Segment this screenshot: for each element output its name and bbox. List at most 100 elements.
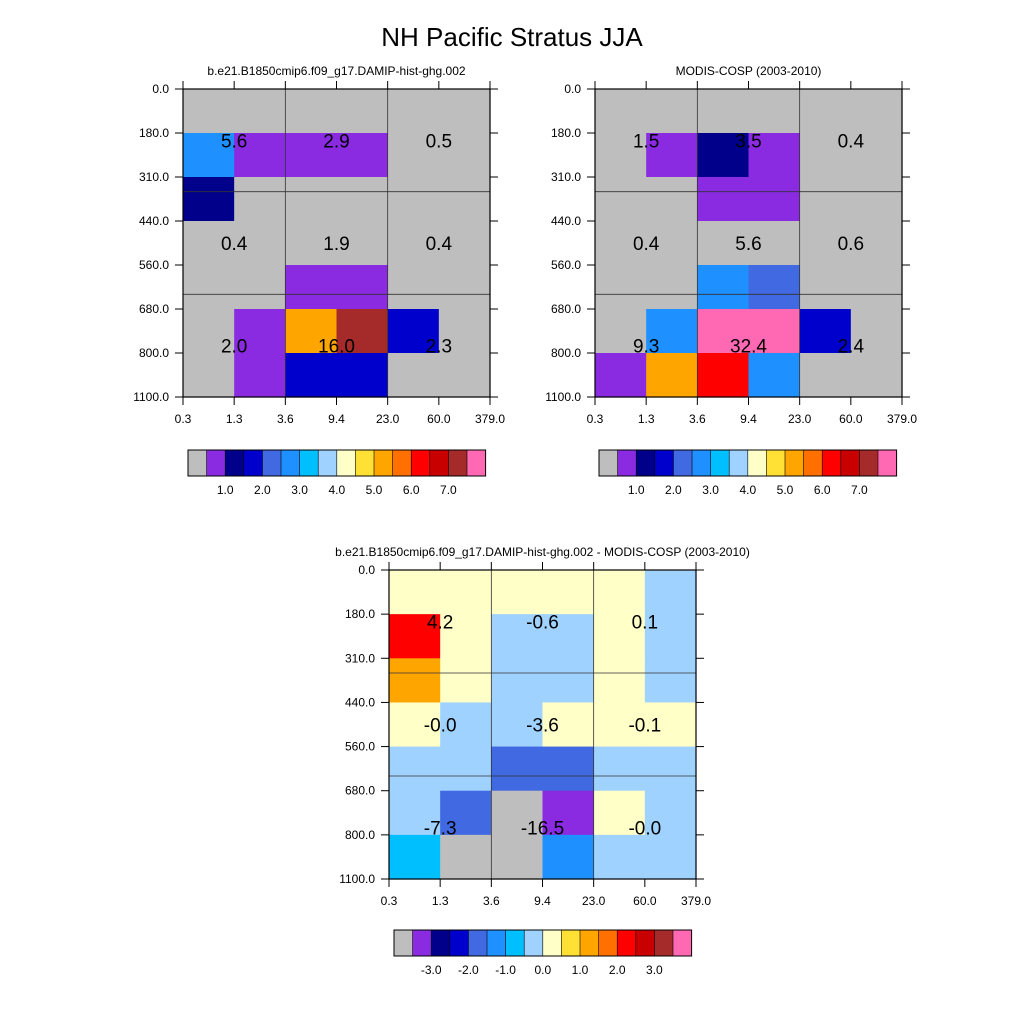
x-tick-label: 379.0 (475, 412, 505, 426)
heatmap-cell (595, 89, 647, 134)
heatmap-cell (440, 658, 492, 704)
colorbar-swatch (336, 450, 356, 476)
heatmap-cell (491, 790, 544, 836)
heatmap-cell (542, 790, 595, 836)
y-tick-label: 310.0 (551, 170, 581, 184)
colorbar-label: 5.0 (777, 483, 794, 497)
block-value-label: 2.3 (426, 337, 452, 358)
heatmap-cell (389, 614, 441, 659)
heatmap-cell (389, 570, 441, 615)
colorbar-swatch (599, 450, 618, 476)
heatmap-cell (285, 133, 338, 178)
x-tick-label: 0.3 (587, 412, 604, 426)
block-value-label: 5.6 (735, 234, 761, 255)
heatmap-cell (850, 265, 903, 310)
colorbar-swatch (561, 930, 581, 956)
colorbar-swatch (617, 450, 637, 476)
y-tick-label: 1100.0 (133, 390, 169, 404)
block-value-label: 0.1 (632, 613, 658, 634)
y-tick-label: 440.0 (345, 695, 375, 709)
heatmap-cell (440, 834, 492, 880)
heatmap-cell (234, 265, 286, 310)
heatmap-cell (336, 221, 389, 266)
block-value-label: 2.4 (838, 337, 865, 358)
y-tick-label: 0.0 (152, 82, 169, 96)
heatmap-cell (387, 221, 440, 266)
heatmap-cell (389, 790, 441, 836)
y-tick-label: 560.0 (551, 258, 581, 272)
colorbar-label: 7.0 (440, 483, 457, 497)
x-tick-label: 60.0 (839, 412, 863, 426)
y-tick-label: 800.0 (551, 346, 581, 360)
heatmap-cell (646, 221, 698, 266)
block-value-label: 1.9 (323, 234, 349, 255)
heatmap-cell (542, 614, 595, 659)
block-value-label: 2.0 (221, 337, 247, 358)
heatmap-cell (387, 133, 440, 178)
colorbar-swatch (673, 450, 693, 476)
x-tick-label: 9.4 (328, 412, 345, 426)
heatmap-cell (697, 309, 750, 354)
block-value-label: 0.4 (633, 234, 660, 255)
heatmap-cell (595, 221, 647, 266)
panel-subtitle: b.e21.B1850cmip6.f09_g17.DAMIP-hist-ghg.… (335, 545, 750, 559)
heatmap-cell (646, 89, 698, 134)
colorbar-label: 1.0 (217, 483, 234, 497)
y-tick-label: 440.0 (139, 214, 169, 228)
x-tick-label: 3.6 (277, 412, 294, 426)
heatmap-cell (491, 746, 544, 792)
colorbar-label: 2.0 (665, 483, 682, 497)
colorbar-swatch (449, 930, 469, 956)
heatmap-cell (387, 309, 440, 354)
heatmap-cell (285, 353, 338, 398)
heatmap-cell (387, 177, 440, 222)
heatmap-cell (389, 702, 441, 748)
heatmap-cell (644, 702, 697, 748)
heatmap-cell (438, 221, 491, 266)
y-tick-label: 680.0 (345, 784, 375, 798)
colorbar-label: 7.0 (851, 483, 868, 497)
colorbar-swatch (487, 930, 506, 956)
colorbar-label: 3.0 (291, 483, 308, 497)
heatmap-cell (697, 177, 750, 222)
colorbar-label: 2.0 (609, 963, 626, 977)
colorbar-label: 0.0 (534, 963, 551, 977)
colorbar-swatch (840, 450, 860, 476)
block-value-label: -16.5 (521, 819, 564, 840)
heatmap-cell (234, 89, 286, 134)
heatmap-cell (440, 746, 492, 792)
heatmap-cell (644, 570, 697, 615)
colorbar-swatch (468, 930, 488, 956)
colorbar-swatch (710, 450, 730, 476)
heatmap-cell (389, 834, 441, 880)
colorbar-swatch (766, 450, 786, 476)
heatmap-cell (595, 353, 647, 398)
block-value-label: 3.5 (735, 131, 761, 152)
heatmap-cell (336, 133, 389, 178)
colorbar-swatch (542, 930, 562, 956)
block-value-label: -0.0 (628, 819, 661, 840)
heatmap-cell (595, 133, 647, 178)
y-tick-label: 310.0 (345, 651, 375, 665)
colorbar-swatch (448, 450, 468, 476)
colorbar-swatch (394, 930, 413, 956)
block-value-label: 2.9 (323, 131, 349, 152)
colorbar-swatch (392, 450, 412, 476)
heatmap-cell (285, 221, 338, 266)
heatmap-cell (387, 353, 440, 398)
heatmap-cell (234, 353, 286, 398)
y-tick-label: 310.0 (139, 170, 169, 184)
x-tick-label: 3.6 (483, 894, 500, 908)
colorbar-swatch (188, 450, 207, 476)
heatmap-cell (491, 702, 544, 748)
colorbar-label: -1.0 (495, 963, 516, 977)
heatmap-cell (595, 177, 647, 222)
heatmap-cell (542, 570, 595, 615)
colorbar-swatch (654, 930, 674, 956)
heatmap-cell (697, 133, 750, 178)
colorbar-swatch (822, 450, 842, 476)
heatmap-cell (850, 133, 903, 178)
heatmap-cell (697, 353, 750, 398)
y-tick-label: 560.0 (345, 740, 375, 754)
colorbar-label: 3.0 (646, 963, 663, 977)
